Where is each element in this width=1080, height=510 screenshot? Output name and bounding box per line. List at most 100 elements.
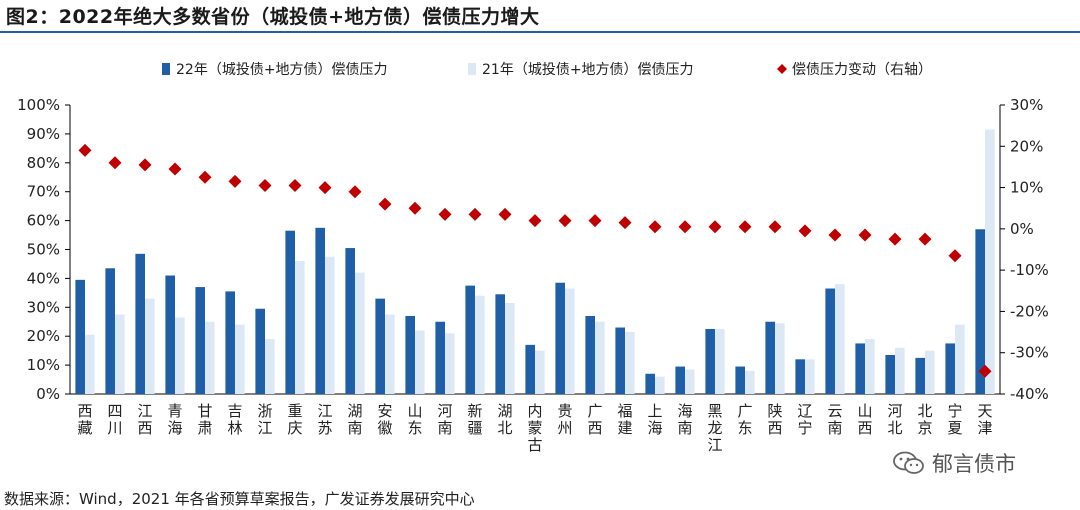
- category-label: 天津: [977, 402, 992, 437]
- category-label: 江苏: [317, 402, 332, 437]
- category-label: 青海: [167, 402, 182, 437]
- category-label: 重庆: [287, 402, 302, 437]
- category-label: 宁夏: [947, 402, 962, 437]
- category-label: 西藏: [77, 402, 92, 437]
- left-tick-label: 50%: [27, 241, 60, 259]
- bar-2021: [85, 334, 95, 394]
- category-label: 广西: [587, 402, 602, 437]
- bar-2021: [295, 261, 305, 394]
- bar-2021: [895, 347, 905, 394]
- change-point: [408, 201, 422, 215]
- bar-2021: [715, 328, 725, 394]
- bar-2022: [405, 315, 415, 394]
- left-tick-label: 0%: [36, 385, 60, 403]
- category-label: 新疆: [467, 402, 482, 437]
- bar-2021: [415, 330, 425, 394]
- change-point: [708, 220, 722, 234]
- legend-label: 21年（城投债+地方债）偿债压力: [482, 62, 694, 78]
- change-point: [588, 214, 602, 228]
- left-tick-label: 80%: [27, 154, 60, 172]
- category-label: 陕西: [767, 402, 782, 437]
- change-point: [948, 249, 962, 263]
- watermark: 郁言债市: [892, 448, 1016, 478]
- left-tick-label: 70%: [27, 183, 60, 201]
- bar-2021: [655, 376, 665, 394]
- change-point: [918, 232, 932, 246]
- bar-2022: [705, 328, 715, 394]
- category-label: 安徽: [377, 402, 392, 437]
- bar-2022: [885, 354, 895, 394]
- category-label: 山西: [857, 402, 872, 437]
- figure-title: 图2：2022年绝大多数省份（城投债+地方债）偿债压力增大: [6, 6, 540, 28]
- change-point: [498, 207, 512, 221]
- bar-2021: [475, 295, 485, 394]
- bar-2021: [685, 369, 695, 394]
- bar-2022: [855, 343, 865, 394]
- category-label: 甘肃: [197, 402, 212, 437]
- bar-2021: [325, 256, 335, 394]
- wechat-icon: [893, 451, 924, 474]
- title-rule: [0, 31, 1080, 33]
- bar-2021: [115, 314, 125, 394]
- bar-2022: [585, 315, 595, 394]
- bar-2021: [235, 324, 245, 394]
- change-point: [348, 185, 362, 199]
- bars-2021: [85, 129, 995, 394]
- bar-2022: [315, 227, 325, 394]
- bar-2022: [345, 248, 355, 394]
- left-tick-label: 40%: [27, 269, 60, 287]
- change-point: [648, 220, 662, 234]
- legend-label: 22年（城投债+地方债）偿债压力: [176, 62, 388, 78]
- bar-2022: [735, 366, 745, 394]
- bar-2021: [985, 129, 995, 394]
- bar-2021: [355, 272, 365, 394]
- bar-2021: [505, 302, 515, 394]
- change-point: [108, 156, 122, 170]
- category-label: 黑龙江: [707, 402, 722, 454]
- chart: 22年（城投债+地方债）偿债压力 21年（城投债+地方债）偿债压力 偿债压力变动（右…: [17, 62, 1049, 454]
- watermark-text: 郁言债市: [932, 452, 1016, 476]
- bar-2021: [205, 321, 215, 394]
- change-point: [828, 228, 842, 242]
- bar-2022: [945, 343, 955, 394]
- bar-2021: [745, 370, 755, 394]
- change-point: [438, 207, 452, 221]
- axes: 0% 10% 20% 30% 40% 50% 60% 70% 80% 90% 100% -40% -30…: [17, 96, 1049, 403]
- bar-2022: [105, 268, 115, 394]
- change-point: [798, 224, 812, 238]
- bar-2022: [645, 373, 655, 394]
- bar-2022: [765, 321, 775, 394]
- bar-2021: [265, 339, 275, 394]
- category-label: 辽宁: [797, 402, 812, 437]
- bar-2022: [135, 253, 145, 394]
- bar-2021: [535, 350, 545, 394]
- bar-2021: [775, 323, 785, 394]
- category-label: 河南: [437, 402, 452, 437]
- change-point: [78, 143, 92, 157]
- left-tick-label: 90%: [27, 125, 60, 143]
- bar-2022: [675, 366, 685, 394]
- right-tick-label: 20%: [1010, 137, 1043, 155]
- bar-2021: [625, 331, 635, 394]
- bar-2022: [435, 321, 445, 394]
- category-label: 河北: [887, 402, 902, 437]
- bar-2022: [495, 294, 505, 394]
- change-point: [888, 232, 902, 246]
- right-tick-label: -30%: [1010, 344, 1049, 362]
- category-label: 四川: [107, 402, 122, 437]
- left-tick-label: 20%: [27, 327, 60, 345]
- category-label: 云南: [827, 402, 842, 437]
- legend-swatch-2022: [162, 63, 170, 75]
- bar-2022: [795, 359, 805, 394]
- bar-2022: [615, 327, 625, 394]
- bar-2022: [465, 285, 475, 394]
- change-point: [258, 179, 272, 193]
- bar-2022: [255, 308, 265, 394]
- category-label: 广东: [737, 402, 752, 437]
- category-label: 贵州: [557, 402, 572, 437]
- left-tick-label: 60%: [27, 212, 60, 230]
- legend-swatch-change: [777, 64, 787, 74]
- legend-swatch-2021: [468, 63, 476, 75]
- change-point: [978, 364, 992, 378]
- change-points: [78, 143, 992, 378]
